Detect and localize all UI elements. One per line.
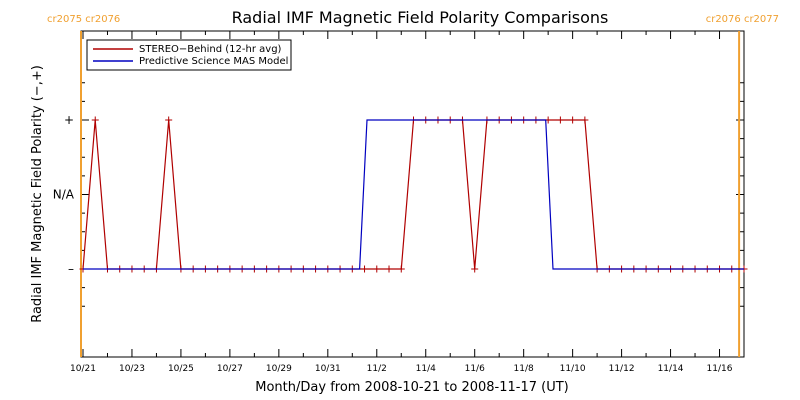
data-point-marker: [471, 265, 479, 273]
series-line-model: [83, 119, 744, 270]
x-tick-label: 11/6: [465, 364, 485, 374]
series-layer: [79, 116, 748, 273]
data-point-marker: [91, 116, 99, 124]
x-tick-label: 11/8: [514, 364, 534, 374]
y-tick-label: –: [68, 262, 74, 276]
data-point-marker: [569, 116, 577, 124]
data-point-marker: [556, 116, 564, 124]
legend: STEREO−Behind (12-hr avg) Predictive Sci…: [86, 39, 292, 71]
x-tick-label: 10/29: [266, 364, 292, 374]
legend-label-stereo: STEREO−Behind (12-hr avg): [139, 44, 282, 55]
carrington-marker-lines: [80, 31, 741, 357]
x-tick-label: 11/12: [609, 364, 635, 374]
x-tick-label: 10/27: [217, 364, 243, 374]
data-point-marker: [373, 265, 381, 273]
carrington-rotation-labels: cr2075 cr2076 cr2076 cr2077: [47, 14, 779, 25]
data-point-marker: [397, 265, 405, 273]
carrington-label: cr2076 cr2077: [706, 14, 779, 25]
y-axis-label: Radial IMF Magnetic Field Polarity (−,+): [30, 65, 45, 323]
x-tick-label: 11/10: [560, 364, 586, 374]
x-tick-label: 11/4: [416, 364, 436, 374]
x-tick-label: 10/23: [119, 364, 145, 374]
x-axis: 10/21 10/23 10/25 10/27 10/29 10/31 11/2 11/4 11…: [70, 31, 745, 374]
data-point-marker: [385, 265, 393, 273]
y-tick-label: N/A: [53, 188, 75, 202]
x-tick-label: 10/21: [70, 364, 96, 374]
x-tick-label: 10/25: [168, 364, 194, 374]
x-tick-label: 11/16: [707, 364, 733, 374]
legend-label-model: Predictive Science MAS Model: [139, 56, 288, 67]
data-point-marker: [581, 116, 589, 124]
x-tick-label: 10/31: [315, 364, 341, 374]
x-tick-label: 11/2: [367, 364, 387, 374]
x-axis-label: Month/Day from 2008-10-21 to 2008-11-17 …: [255, 380, 568, 395]
data-point-marker: [361, 265, 369, 273]
chart-title: Radial IMF Magnetic Field Polarity Compa…: [232, 8, 609, 27]
legend-box: [86, 39, 292, 71]
y-tick-label: +: [64, 113, 74, 127]
carrington-label: cr2075 cr2076: [47, 14, 120, 25]
data-point-marker: [165, 116, 173, 124]
x-tick-label: 11/14: [658, 364, 684, 374]
